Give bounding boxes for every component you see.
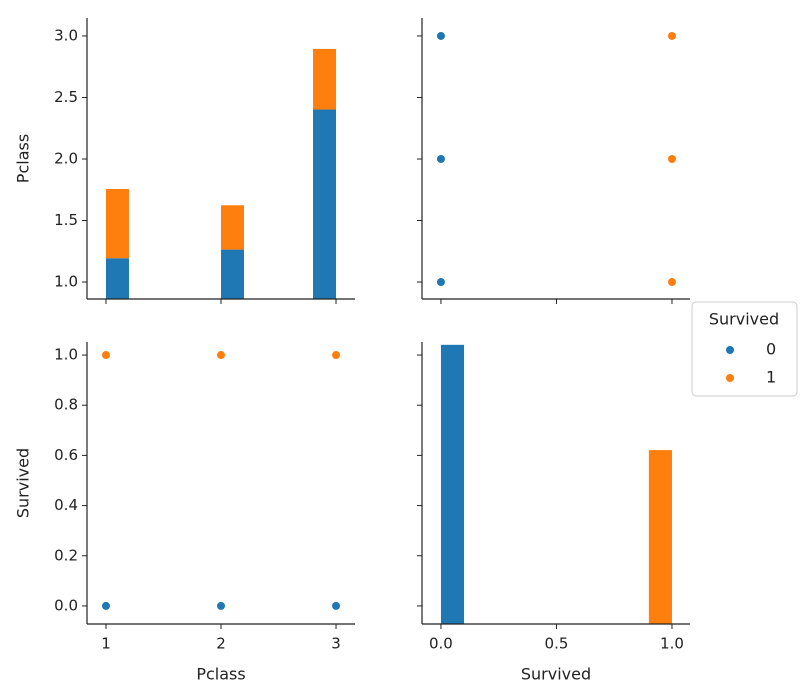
legend-label: 0 [766, 340, 776, 359]
point [217, 601, 225, 610]
legend-marker [726, 374, 734, 382]
point [332, 601, 341, 610]
x-tick-label: 3 [331, 635, 341, 653]
x-axis-label: Survived [521, 665, 591, 684]
y-tick-label: 0.2 [54, 546, 78, 564]
x-tick-label: 0.0 [429, 635, 453, 653]
hist-bar [105, 258, 129, 299]
legend-label: 1 [766, 368, 776, 387]
point [332, 351, 341, 360]
hist-bar [440, 344, 465, 624]
y-tick-label: 3.0 [54, 26, 78, 44]
legend-box [691, 301, 798, 397]
y-axis-label: Survived [14, 448, 33, 518]
point [436, 31, 445, 40]
y-tick-label: 1.5 [54, 211, 78, 229]
x-axis-label: Pclass [196, 665, 245, 684]
legend-title: Survived [709, 310, 779, 329]
point [667, 154, 676, 163]
point [101, 601, 110, 610]
hist-bar [648, 450, 672, 624]
point [667, 278, 676, 287]
y-tick-label: 0.8 [54, 396, 78, 414]
point [217, 351, 225, 360]
point [436, 278, 445, 287]
x-tick-label: 1 [101, 635, 111, 653]
y-tick-label: 0.6 [54, 446, 78, 464]
point [101, 351, 110, 360]
x-tick-label: 2 [216, 635, 226, 653]
y-tick-label: 1.0 [54, 273, 78, 291]
x-tick-label: 0.5 [545, 635, 569, 653]
point [667, 31, 676, 40]
hist-bar [313, 109, 337, 299]
point [436, 154, 445, 163]
y-tick-label: 0.0 [54, 596, 78, 614]
y-axis-label: Pclass [14, 134, 33, 183]
legend-marker [726, 346, 734, 354]
y-tick-label: 2.0 [54, 149, 78, 167]
y-tick-label: 2.5 [54, 88, 78, 106]
hist-bar [221, 249, 245, 299]
hist-bar [105, 188, 129, 259]
y-tick-label: 0.4 [54, 496, 78, 514]
hist-bar [313, 48, 337, 110]
x-tick-label: 1.0 [660, 635, 684, 653]
hist-bar [221, 205, 245, 250]
y-tick-label: 1.0 [54, 346, 78, 364]
